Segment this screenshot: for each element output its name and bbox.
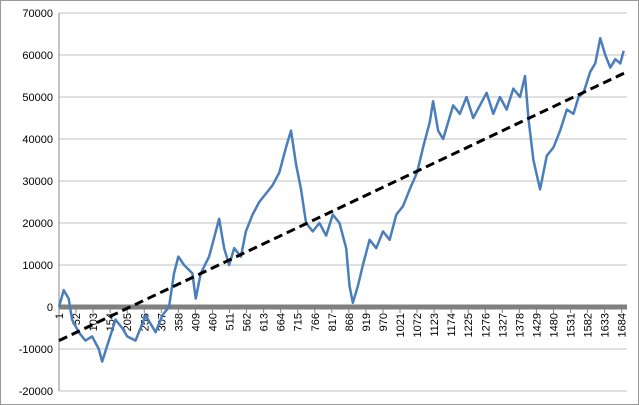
x-tick-label: 664	[276, 313, 288, 331]
x-tick-label: 1225	[463, 313, 475, 337]
y-tick-label: 30000	[22, 176, 53, 188]
x-tick-label: 919	[361, 313, 373, 331]
x-tick-label: 1633	[600, 313, 612, 337]
x-tick-label: 358	[173, 313, 185, 331]
x-tick-label: 1327	[497, 313, 509, 337]
x-tick-label: 613	[259, 313, 271, 331]
data-line	[58, 70, 628, 342]
x-tick-label: 1429	[531, 313, 543, 337]
x-tick-label: 817	[327, 313, 339, 331]
x-tick-label: 1531	[566, 313, 578, 337]
x-tick-label: 1021	[395, 313, 407, 337]
y-tick-label: 50000	[22, 92, 53, 104]
x-tick-label: 205	[122, 313, 134, 331]
x-tick-label: 511	[225, 313, 237, 331]
x-tick-label: 562	[242, 313, 254, 331]
y-tick-label: -20000	[19, 386, 53, 398]
x-tick-label: 1123	[429, 313, 441, 337]
y-tick-label: 40000	[22, 134, 53, 146]
x-tick-label: 1684	[617, 313, 629, 337]
x-tick-label: 970	[378, 313, 390, 331]
x-tick-label: 1480	[548, 313, 560, 337]
x-tick-label: 307	[156, 313, 168, 331]
data-line	[57, 36, 625, 363]
x-tick-label: 1	[54, 313, 66, 319]
y-tick-label: -10000	[19, 344, 53, 356]
x-tick-label: 1582	[583, 313, 595, 337]
x-tick-label: 766	[310, 313, 322, 331]
y-tick-label: 20000	[22, 218, 53, 230]
x-tick-label: 1276	[480, 313, 492, 337]
x-tick-label: 715	[293, 313, 305, 331]
x-tick-label: 1174	[446, 313, 458, 337]
x-tick-label: 868	[344, 313, 356, 331]
y-tick-label: 10000	[22, 260, 53, 272]
x-tick-label: 460	[207, 313, 219, 331]
y-tick-label: 0	[47, 302, 53, 314]
x-tick-label: 1378	[514, 313, 526, 337]
y-tick-label: 70000	[22, 8, 53, 20]
x-tick-label: 409	[190, 313, 202, 331]
y-tick-label: 60000	[22, 50, 53, 62]
x-tick-label: 1072	[412, 313, 424, 337]
